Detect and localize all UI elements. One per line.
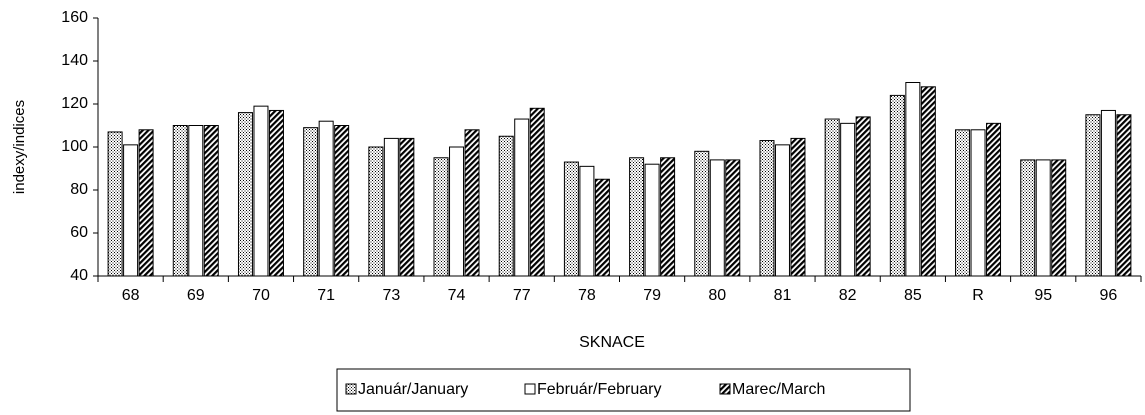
bar <box>334 125 350 277</box>
bar <box>905 82 921 277</box>
bar <box>920 86 936 277</box>
legend-box <box>336 368 911 412</box>
bar <box>790 137 806 277</box>
x-tick-label: 96 <box>1100 287 1118 304</box>
bar <box>188 125 204 277</box>
bar <box>644 163 660 277</box>
bar <box>594 178 610 277</box>
bar <box>824 118 840 277</box>
x-tick-label: 95 <box>1034 287 1052 304</box>
bar <box>268 109 284 277</box>
bar <box>138 129 154 277</box>
x-tick-label: 68 <box>122 287 140 304</box>
x-tick-label: 73 <box>382 287 400 304</box>
bar <box>579 165 595 277</box>
bar <box>1100 109 1116 277</box>
bar <box>629 157 645 277</box>
bar <box>318 120 334 277</box>
bar <box>383 137 399 277</box>
bar <box>303 127 319 277</box>
bar <box>368 146 384 277</box>
bar <box>855 116 871 277</box>
y-axis-label: indexy/indices <box>11 100 28 194</box>
y-tick-label: 40 <box>70 267 88 284</box>
x-tick-label: 85 <box>904 287 922 304</box>
legend-label: Marec/March <box>732 381 825 398</box>
bar <box>759 140 775 277</box>
bar <box>1116 114 1132 277</box>
y-tick-label: 140 <box>61 52 88 69</box>
legend-label: Február/February <box>537 381 662 398</box>
bar <box>774 144 790 277</box>
bar <box>529 107 545 277</box>
x-axis-label: SKNACE <box>579 334 645 351</box>
bar <box>709 159 725 277</box>
bar <box>986 122 1002 277</box>
x-tick-label: R <box>972 287 984 304</box>
bar <box>1035 159 1051 277</box>
bar <box>840 122 856 277</box>
bar <box>970 129 986 277</box>
bar <box>464 129 480 277</box>
x-tick-label: 74 <box>448 287 466 304</box>
x-tick-label: 79 <box>643 287 661 304</box>
x-tick-label: 77 <box>513 287 531 304</box>
x-tick-label: 70 <box>252 287 270 304</box>
y-tick-label: 100 <box>61 138 88 155</box>
x-tick-label: 71 <box>317 287 335 304</box>
bar <box>449 146 465 277</box>
x-tick-label: 78 <box>578 287 596 304</box>
y-tick-label: 160 <box>61 9 88 26</box>
bar <box>725 159 741 277</box>
bar <box>955 129 971 277</box>
bar <box>433 157 449 277</box>
bar <box>1020 159 1036 277</box>
bar <box>253 105 269 277</box>
bar <box>498 135 514 277</box>
x-tick-label: 82 <box>839 287 857 304</box>
bar <box>1051 159 1067 277</box>
bar <box>660 157 676 277</box>
y-tick-label: 80 <box>70 181 88 198</box>
x-tick-label: 80 <box>708 287 726 304</box>
bar <box>399 137 415 277</box>
bar <box>514 118 530 277</box>
bar <box>172 125 188 277</box>
y-tick-label: 60 <box>70 224 88 241</box>
legend-swatch <box>719 383 731 395</box>
bar <box>1085 114 1101 277</box>
bar <box>889 94 905 277</box>
y-tick-label: 120 <box>61 95 88 112</box>
bar <box>123 144 139 277</box>
legend-label: Január/January <box>358 381 468 398</box>
bar <box>694 150 710 277</box>
bar <box>563 161 579 277</box>
x-tick-label: 81 <box>774 287 792 304</box>
legend-swatch <box>345 383 357 395</box>
bar <box>237 112 253 277</box>
x-tick-label: 69 <box>187 287 205 304</box>
legend-swatch <box>524 383 536 395</box>
bar <box>107 131 123 277</box>
bar <box>203 125 219 277</box>
